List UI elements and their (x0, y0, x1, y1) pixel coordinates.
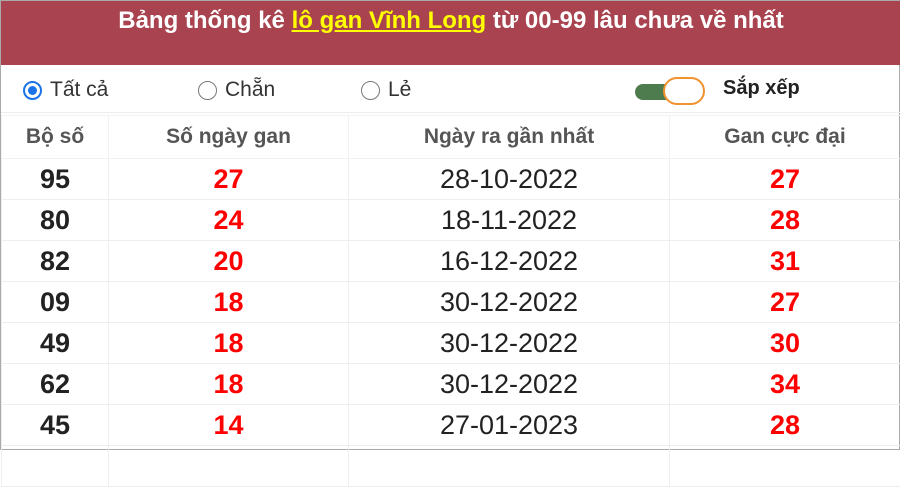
days-gan-cell: 24 (109, 200, 349, 241)
sort-toggle[interactable] (635, 79, 705, 103)
lo-gan-table: Bộ số Số ngày gan Ngày ra gần nhất Gan c… (1, 115, 900, 487)
max-gan-cell: 30 (670, 323, 900, 364)
number-cell: 49 (2, 323, 109, 364)
radio-icon[interactable] (23, 81, 42, 100)
last-date-cell: 27-01-2023 (349, 405, 670, 446)
number-cell: 62 (2, 364, 109, 405)
radio-label: Tất cả (50, 78, 108, 102)
last-date-cell: 30-12-2022 (349, 323, 670, 364)
days-gan-cell: 14 (109, 405, 349, 446)
days-gan-cell: 18 (109, 323, 349, 364)
radio-icon[interactable] (361, 81, 380, 100)
max-gan-cell: 28 (670, 200, 900, 241)
days-gan-cell: 18 (109, 364, 349, 405)
radio-all[interactable]: Tất cả (23, 78, 108, 102)
radio-odd[interactable]: Lẻ (361, 78, 411, 102)
radio-icon[interactable] (198, 81, 217, 100)
col-header: Gan cực đại (670, 116, 900, 159)
title-link[interactable]: lô gan Vĩnh Long (292, 7, 487, 34)
radio-label: Chẵn (225, 78, 275, 102)
max-gan-cell: 34 (670, 364, 900, 405)
empty-cell (2, 446, 109, 487)
number-cell: 82 (2, 241, 109, 282)
radio-label: Lẻ (388, 78, 411, 102)
col-header: Ngày ra gần nhất (349, 116, 670, 159)
max-gan-cell: 27 (670, 282, 900, 323)
last-date-cell: 28-10-2022 (349, 159, 670, 200)
title-prefix: Bảng thống kê (118, 7, 291, 34)
filter-bar: Tất cả Chẵn Lẻ Sắp xếp (1, 65, 900, 113)
empty-cell (109, 446, 349, 487)
days-gan-cell: 20 (109, 241, 349, 282)
days-gan-cell: 27 (109, 159, 349, 200)
table-header: Bộ số Số ngày gan Ngày ra gần nhất Gan c… (2, 116, 900, 159)
empty-cell (349, 446, 670, 487)
number-cell: 80 (2, 200, 109, 241)
max-gan-cell: 27 (670, 159, 900, 200)
number-cell: 45 (2, 405, 109, 446)
col-header: Số ngày gan (109, 116, 349, 159)
max-gan-cell: 31 (670, 241, 900, 282)
last-date-cell: 30-12-2022 (349, 282, 670, 323)
number-cell: 95 (2, 159, 109, 200)
empty-cell (670, 446, 900, 487)
radio-even[interactable]: Chẵn (198, 78, 275, 102)
days-gan-cell: 18 (109, 282, 349, 323)
table-row-partial (2, 446, 900, 487)
sort-label: Sắp xếp (723, 77, 800, 100)
toggle-knob[interactable] (663, 77, 705, 105)
last-date-cell: 30-12-2022 (349, 364, 670, 405)
title-suffix: từ 00-99 lâu chưa về nhất (486, 7, 784, 34)
max-gan-cell: 28 (670, 405, 900, 446)
page-title: Bảng thống kê lô gan Vĩnh Long từ 00-99 … (1, 1, 900, 65)
last-date-cell: 16-12-2022 (349, 241, 670, 282)
last-date-cell: 18-11-2022 (349, 200, 670, 241)
col-header: Bộ số (2, 116, 109, 159)
number-cell: 09 (2, 282, 109, 323)
